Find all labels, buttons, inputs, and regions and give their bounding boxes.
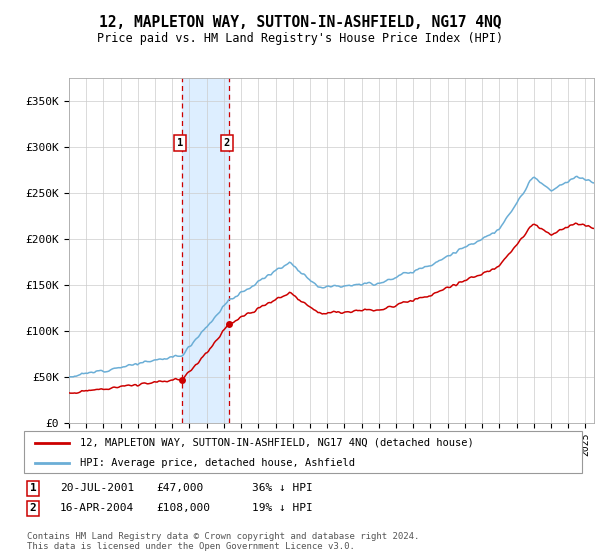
- Text: 1: 1: [176, 138, 183, 148]
- Text: £47,000: £47,000: [156, 483, 203, 493]
- Text: HPI: Average price, detached house, Ashfield: HPI: Average price, detached house, Ashf…: [80, 458, 355, 468]
- Bar: [182, 78, 229, 423]
- Text: 20-JUL-2001: 20-JUL-2001: [60, 483, 134, 493]
- Text: 19% ↓ HPI: 19% ↓ HPI: [252, 503, 313, 514]
- Text: 1: 1: [29, 483, 37, 493]
- Text: Contains HM Land Registry data © Crown copyright and database right 2024.
This d: Contains HM Land Registry data © Crown c…: [27, 532, 419, 552]
- Text: 2: 2: [224, 138, 230, 148]
- Text: 16-APR-2004: 16-APR-2004: [60, 503, 134, 514]
- Text: Price paid vs. HM Land Registry's House Price Index (HPI): Price paid vs. HM Land Registry's House …: [97, 32, 503, 45]
- Text: 12, MAPLETON WAY, SUTTON-IN-ASHFIELD, NG17 4NQ (detached house): 12, MAPLETON WAY, SUTTON-IN-ASHFIELD, NG…: [80, 438, 473, 448]
- Text: 36% ↓ HPI: 36% ↓ HPI: [252, 483, 313, 493]
- Text: £108,000: £108,000: [156, 503, 210, 514]
- Text: 2: 2: [29, 503, 37, 514]
- Text: 12, MAPLETON WAY, SUTTON-IN-ASHFIELD, NG17 4NQ: 12, MAPLETON WAY, SUTTON-IN-ASHFIELD, NG…: [99, 15, 501, 30]
